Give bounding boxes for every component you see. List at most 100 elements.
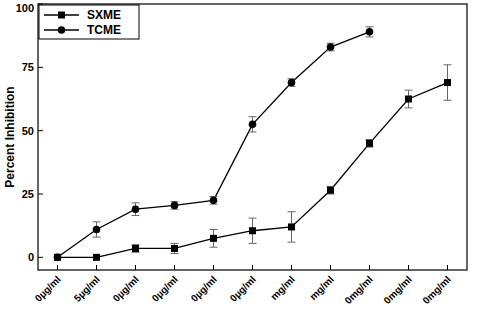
point xyxy=(288,79,296,87)
point xyxy=(54,254,62,262)
y-tick xyxy=(38,194,43,195)
error-bar xyxy=(405,90,413,108)
legend: SXMETCME xyxy=(39,5,139,39)
point xyxy=(93,226,101,234)
error-cap xyxy=(249,116,257,117)
x-tick-label: 0µg/ml xyxy=(111,273,141,303)
error-bar xyxy=(132,203,140,216)
y-tick-label: 0 xyxy=(28,251,34,263)
x-tick xyxy=(174,265,175,270)
error-bar xyxy=(171,202,179,210)
error-bar xyxy=(288,79,296,87)
error-bar xyxy=(444,65,452,100)
error-bar xyxy=(171,243,179,253)
y-axis-label: Percent Inhibition xyxy=(3,86,17,187)
point xyxy=(327,187,334,194)
error-cap xyxy=(249,218,257,219)
error-cap xyxy=(249,243,257,244)
point xyxy=(171,245,178,252)
x-tick xyxy=(135,265,136,270)
point xyxy=(210,197,218,205)
error-cap xyxy=(288,211,296,212)
point xyxy=(54,254,61,261)
point xyxy=(327,43,335,51)
y-tick xyxy=(38,4,43,5)
point xyxy=(132,245,139,252)
error-cap xyxy=(93,221,101,222)
error-bar xyxy=(366,27,374,37)
legend-marker xyxy=(58,26,66,34)
error-bar xyxy=(93,222,101,237)
point xyxy=(288,223,295,230)
error-cap xyxy=(405,90,413,91)
x-tick-label: 0µg/ml xyxy=(228,273,258,303)
point xyxy=(249,121,257,129)
x-tick xyxy=(408,265,409,270)
y-tick-label: 25 xyxy=(22,188,34,200)
error-cap xyxy=(171,253,179,254)
error-cap xyxy=(405,107,413,108)
x-tick xyxy=(369,265,370,270)
error-cap xyxy=(132,215,140,216)
error-bar xyxy=(132,245,140,253)
x-tick xyxy=(213,265,214,270)
point xyxy=(210,235,217,242)
legend-marker xyxy=(58,12,65,19)
error-cap xyxy=(132,202,140,203)
x-tick-label: 0µg/ml xyxy=(189,273,219,303)
x-tick-label: 0µg/ml xyxy=(33,273,63,303)
x-tick xyxy=(447,265,448,270)
error-bar xyxy=(288,212,296,242)
error-bar xyxy=(210,229,218,247)
point xyxy=(132,205,140,213)
error-cap xyxy=(210,229,218,230)
error-bar xyxy=(210,197,218,205)
error-cap xyxy=(444,64,452,65)
error-cap xyxy=(249,131,257,132)
error-bar xyxy=(327,43,335,51)
y-tick xyxy=(38,257,43,258)
error-cap xyxy=(210,247,218,248)
x-tick xyxy=(330,265,331,270)
series-line xyxy=(58,32,370,257)
y-tick-label: 50 xyxy=(22,125,34,137)
error-cap xyxy=(288,242,296,243)
x-tick xyxy=(96,265,97,270)
error-cap xyxy=(444,100,452,101)
point xyxy=(366,28,374,36)
error-cap xyxy=(93,237,101,238)
error-bar xyxy=(366,140,374,148)
error-bar xyxy=(327,186,335,194)
y-tick-label: 75 xyxy=(22,61,34,73)
point xyxy=(444,79,451,86)
error-bar xyxy=(249,117,257,132)
x-tick-label: mg/ml xyxy=(268,273,297,302)
x-tick-label: 0mg/ml xyxy=(342,273,375,306)
point xyxy=(171,202,179,210)
x-tick xyxy=(291,265,292,270)
chart: 0 25 50 75 100 Percent Inhibition 0µg/ml 5µg/ml… xyxy=(0,0,480,319)
point xyxy=(405,96,412,103)
point xyxy=(93,254,100,261)
point xyxy=(366,140,373,147)
error-cap xyxy=(366,36,374,37)
y-tick-label: 100 xyxy=(16,2,34,14)
y-tick xyxy=(38,130,43,131)
plot-frame xyxy=(38,4,467,270)
error-cap xyxy=(171,243,179,244)
point xyxy=(249,227,256,234)
legend-label: TCME xyxy=(87,23,121,37)
x-tick-label: 5µg/ml xyxy=(72,273,102,303)
legend-box xyxy=(39,5,139,39)
error-bar xyxy=(249,218,257,243)
x-tick xyxy=(57,265,58,270)
series-line xyxy=(58,83,448,258)
x-tick-label: 0mg/ml xyxy=(381,273,414,306)
x-tick xyxy=(252,265,253,270)
legend-label: SXME xyxy=(87,8,121,22)
x-tick-label: mg/ml xyxy=(307,273,336,302)
x-tick-label: 0µg/ml xyxy=(150,273,180,303)
y-tick xyxy=(38,67,43,68)
error-cap xyxy=(366,26,374,27)
x-tick-label: 0mg/ml xyxy=(420,273,453,306)
